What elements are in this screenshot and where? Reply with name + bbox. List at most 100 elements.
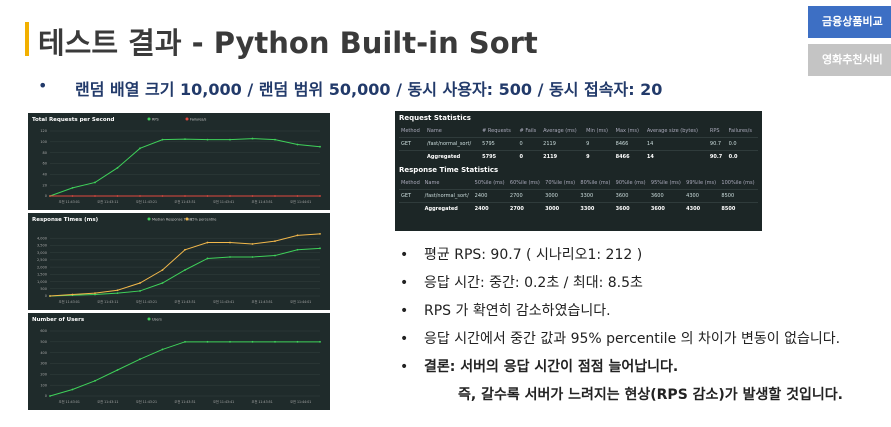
x-tick-label: 오전 11:43:31: [174, 299, 195, 304]
x-tick-label: 오전 11:43:31: [174, 199, 195, 204]
legend-swatch: [185, 117, 189, 121]
y-tick-label: 0: [45, 394, 47, 398]
bullet-item: • 응답 시간: 중간: 0.2초 / 최대: 8.5초: [400, 272, 843, 300]
column-header: RPS: [709, 128, 720, 134]
column-header: Max (ms): [615, 128, 639, 134]
x-tick-label: 오전 11:43:51: [252, 399, 273, 404]
y-tick-label: 500: [40, 287, 47, 291]
data-point: [139, 282, 141, 284]
data-point: [94, 379, 96, 382]
legend-label: Median Response Time: [152, 218, 192, 222]
conclusion-text: 결론: 서버의 응답 시간이 점점 늘어납니다.: [424, 359, 679, 375]
data-point: [251, 137, 254, 140]
y-tick-label: 60: [43, 162, 47, 166]
data-point: [116, 289, 119, 292]
y-tick-label: 4,000: [37, 236, 47, 240]
data-point: [251, 340, 254, 343]
slide-title: 테스트 결과 - Python Built-in Sort: [38, 26, 538, 60]
bullet-text: 응답 시간에서 중간 값과 95% percentile 의 차이가 변동이 없…: [424, 331, 841, 347]
x-tick-label: 오전 11:43:41: [213, 399, 234, 404]
data-point: [274, 240, 276, 243]
column-header: 100%ile (ms): [721, 180, 755, 186]
y-tick-label: 20: [43, 183, 47, 187]
cell: 0: [517, 137, 542, 151]
data-point: [161, 195, 164, 197]
bullet-list: • 평균 RPS: 90.7 ( 시나리오1: 212 ) • 응답 시간: 중간: …: [400, 244, 843, 412]
cell: 90.7: [707, 137, 727, 151]
y-tick-label: 80: [43, 151, 47, 155]
column-header: 99%ile (ms): [686, 180, 717, 186]
data-point: [296, 195, 299, 197]
x-tick-label: 오전 11:43:41: [213, 199, 234, 204]
data-point: [274, 138, 276, 141]
data-point: [206, 340, 209, 343]
bullet-text: 응답 시간: 중간: 0.2초 / 최대: 8.5초: [424, 275, 643, 291]
column-header: Min (ms): [586, 128, 608, 134]
charts: Total Requests per Second RPS Failures/s 0 2…: [28, 113, 330, 410]
data-point: [251, 256, 254, 258]
bullet-dot: •: [400, 359, 409, 375]
data-point: [319, 340, 321, 343]
data-point: [94, 292, 96, 295]
x-tick-label: 오전 11:43:31: [174, 399, 195, 404]
data-point: [116, 292, 119, 295]
data-point: [184, 340, 186, 343]
y-tick-label: 0: [45, 294, 47, 298]
cell: 0: [517, 150, 542, 163]
data-point: [319, 232, 321, 235]
cell: 3000: [543, 189, 579, 203]
cell: Aggregated: [422, 202, 473, 215]
cell: Aggregated: [425, 150, 481, 163]
cell: [399, 150, 426, 163]
table-title: Response Time Statistics: [399, 166, 499, 174]
cell: 9: [584, 150, 614, 163]
data-point: [49, 395, 51, 397]
column-header: 70%ile (ms): [545, 180, 576, 186]
column-header: Name: [427, 128, 442, 134]
x-tick-label: 오전 11:43:01: [59, 299, 80, 304]
column-header: Method: [401, 128, 420, 134]
side-tab[interactable]: 영화추천서비: [808, 44, 891, 76]
legend-swatch: [147, 117, 151, 121]
data-point: [229, 340, 231, 343]
column-header: Average size (bytes): [646, 128, 698, 134]
x-tick-label: 오전 11:43:51: [252, 199, 273, 204]
x-tick-label: 오전 11:43:11: [97, 399, 118, 404]
y-tick-label: 500: [40, 340, 47, 344]
data-point: [161, 348, 164, 351]
data-point: [139, 290, 141, 292]
side-tab[interactable]: 금융상품비교: [808, 6, 891, 38]
data-point: [94, 293, 96, 296]
cell: [399, 202, 423, 215]
table-row: Aggregated 5795 0 2119 9 8466 14 90.7 0.0: [399, 150, 758, 163]
y-tick-label: 200: [40, 373, 47, 377]
cell: 0.0: [726, 150, 758, 163]
data-point: [229, 195, 231, 197]
cell: 2700: [507, 189, 544, 203]
cell: 2119: [541, 150, 585, 163]
y-tick-label: 400: [40, 351, 47, 355]
x-tick-label: 오전 11:43:01: [59, 399, 80, 404]
column-header: Failures/s: [728, 128, 752, 134]
x-tick-label: 오전 11:43:21: [136, 299, 157, 304]
y-tick-label: 1,000: [37, 280, 47, 284]
y-tick-label: 1,500: [37, 273, 47, 277]
data-point: [229, 241, 231, 244]
data-point: [161, 282, 164, 284]
legend-swatch: [147, 217, 151, 221]
cell: 2400: [472, 189, 508, 203]
y-tick-label: 300: [40, 362, 47, 366]
data-point: [184, 248, 186, 251]
data-point: [71, 293, 74, 296]
cell: 8500: [719, 189, 758, 203]
bullet-dot: •: [400, 303, 409, 319]
bullet-dot: •: [400, 331, 409, 347]
table-title: Request Statistics: [399, 114, 471, 122]
data-point: [71, 388, 74, 391]
cell: 3300: [578, 202, 614, 215]
y-tick-label: 3,500: [37, 244, 47, 248]
cell: 3600: [648, 189, 685, 203]
legend-label: Users: [152, 318, 162, 322]
column-header: Average (ms): [543, 128, 577, 134]
table-row: Aggregated 2400 2700 3000 3300 3600 3600 4300 85…: [399, 202, 758, 215]
